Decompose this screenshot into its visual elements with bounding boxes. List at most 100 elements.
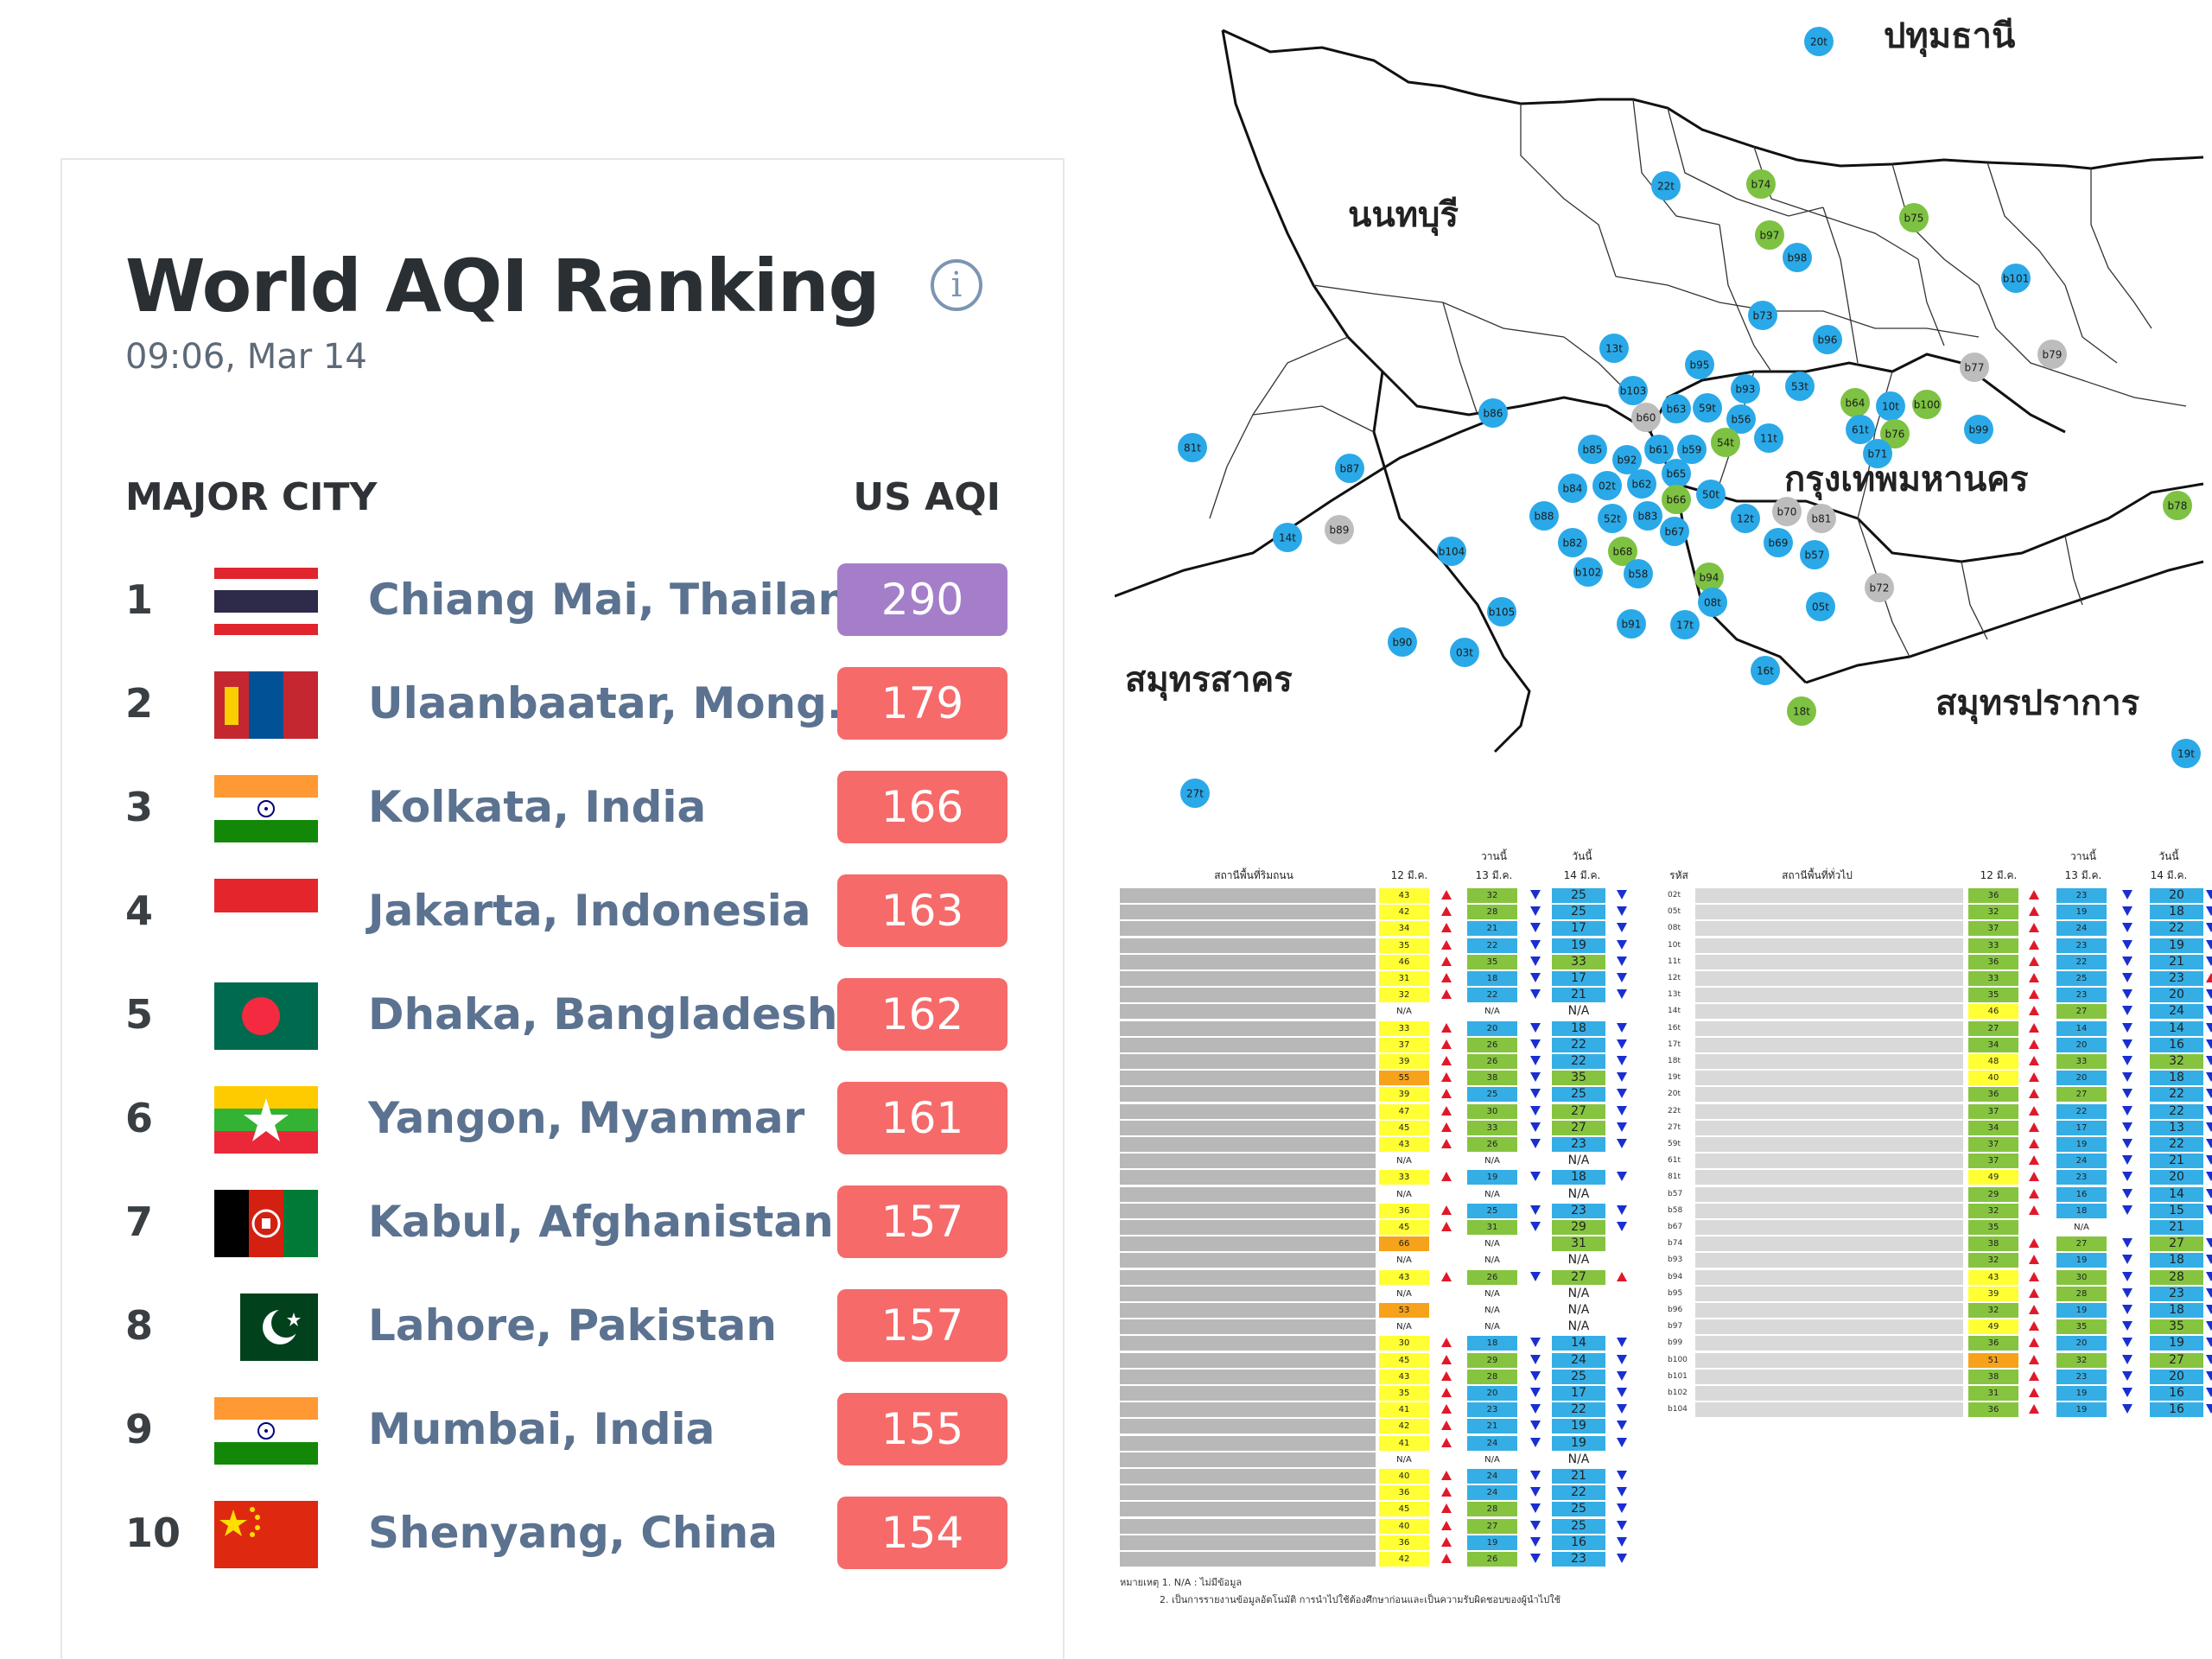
station-marker-b79[interactable]: b79 bbox=[2037, 340, 2067, 369]
city-name[interactable]: Mumbai, India bbox=[368, 1404, 715, 1454]
station-marker-02t[interactable]: 02t bbox=[1592, 471, 1622, 500]
station-marker-b101[interactable]: b101 bbox=[2001, 264, 2031, 293]
station-marker-13t[interactable]: 13t bbox=[1599, 334, 1629, 363]
station-marker-b95[interactable]: b95 bbox=[1685, 350, 1714, 379]
station-marker-54t[interactable]: 54t bbox=[1711, 428, 1740, 457]
arrow-down-icon bbox=[1530, 939, 1541, 950]
station-marker-81t[interactable]: 81t bbox=[1178, 433, 1207, 462]
station-marker-b76[interactable]: b76 bbox=[1880, 419, 1910, 448]
station-marker-03t[interactable]: 03t bbox=[1450, 638, 1479, 667]
station-marker-52t[interactable]: 52t bbox=[1598, 504, 1627, 533]
city-name[interactable]: Jakarta, Indonesia bbox=[368, 886, 811, 936]
ranking-row[interactable]: 3 Kolkata, India 166 bbox=[62, 765, 1066, 851]
station-marker-b103[interactable]: b103 bbox=[1618, 376, 1648, 405]
svg-text:54t: 54t bbox=[1717, 437, 1734, 449]
station-marker-b88[interactable]: b88 bbox=[1529, 501, 1559, 531]
station-marker-b59[interactable]: b59 bbox=[1677, 435, 1707, 464]
station-name-cell bbox=[1120, 1203, 1376, 1218]
station-marker-14t[interactable]: 14t bbox=[1273, 523, 1302, 552]
station-marker-b60[interactable]: b60 bbox=[1631, 403, 1661, 432]
station-marker-b86[interactable]: b86 bbox=[1478, 398, 1508, 428]
station-marker-b56[interactable]: b56 bbox=[1726, 404, 1756, 434]
station-marker-b83[interactable]: b83 bbox=[1633, 501, 1662, 531]
station-marker-b66[interactable]: b66 bbox=[1662, 485, 1691, 514]
info-icon[interactable]: i bbox=[931, 259, 982, 311]
city-name[interactable]: Shenyang, China bbox=[368, 1508, 778, 1558]
ranking-row[interactable]: 9 Mumbai, India 155 bbox=[62, 1387, 1066, 1473]
table-row: 59t 37 19 22 bbox=[1666, 1137, 2212, 1154]
station-marker-b99[interactable]: b99 bbox=[1964, 415, 1993, 444]
station-marker-b92[interactable]: b92 bbox=[1612, 445, 1642, 474]
station-marker-b62[interactable]: b62 bbox=[1627, 469, 1656, 499]
station-marker-b81[interactable]: b81 bbox=[1807, 504, 1836, 533]
ranking-row[interactable]: 4 Jakarta, Indonesia 163 bbox=[62, 868, 1066, 955]
ranking-row[interactable]: 10 Shenyang, China 154 bbox=[62, 1491, 1066, 1577]
station-marker-18t[interactable]: 18t bbox=[1787, 696, 1816, 726]
svg-text:b86: b86 bbox=[1484, 408, 1503, 420]
station-marker-b98[interactable]: b98 bbox=[1783, 243, 1812, 272]
station-marker-b57[interactable]: b57 bbox=[1800, 540, 1829, 569]
station-marker-b78[interactable]: b78 bbox=[2163, 491, 2192, 520]
station-marker-22t[interactable]: 22t bbox=[1651, 171, 1681, 200]
city-name[interactable]: Yangon, Myanmar bbox=[368, 1093, 805, 1143]
city-name[interactable]: Kabul, Afghanistan bbox=[368, 1197, 834, 1247]
station-marker-b72[interactable]: b72 bbox=[1865, 573, 1894, 602]
station-marker-b74[interactable]: b74 bbox=[1746, 169, 1776, 199]
station-marker-b82[interactable]: b82 bbox=[1558, 528, 1587, 557]
station-marker-b102[interactable]: b102 bbox=[1573, 557, 1603, 587]
ranking-row[interactable]: 1 Chiang Mai, Thailand 290 bbox=[62, 557, 1066, 644]
station-marker-08t[interactable]: 08t bbox=[1698, 588, 1727, 617]
ranking-row[interactable]: 8 Lahore, Pakistan 157 bbox=[62, 1283, 1066, 1370]
station-marker-b67[interactable]: b67 bbox=[1660, 517, 1689, 546]
station-marker-b84[interactable]: b84 bbox=[1558, 474, 1587, 503]
station-marker-b63[interactable]: b63 bbox=[1662, 394, 1691, 423]
station-marker-b64[interactable]: b64 bbox=[1840, 388, 1870, 417]
station-marker-50t[interactable]: 50t bbox=[1696, 480, 1726, 509]
station-marker-11t[interactable]: 11t bbox=[1754, 423, 1783, 453]
station-marker-b97[interactable]: b97 bbox=[1755, 220, 1784, 250]
station-marker-b85[interactable]: b85 bbox=[1578, 435, 1607, 464]
station-marker-59t[interactable]: 59t bbox=[1693, 393, 1722, 423]
city-name[interactable]: Dhaka, Bangladesh bbox=[368, 989, 838, 1039]
city-name[interactable]: Ulaanbaatar, Mong... bbox=[368, 678, 876, 728]
station-marker-b104[interactable]: b104 bbox=[1437, 537, 1466, 566]
station-marker-b65[interactable]: b65 bbox=[1662, 459, 1691, 488]
station-marker-b77[interactable]: b77 bbox=[1960, 353, 1989, 382]
station-marker-b58[interactable]: b58 bbox=[1624, 559, 1653, 588]
ranking-row[interactable]: 7 Kabul, Afghanistan 157 bbox=[62, 1179, 1066, 1266]
station-marker-b90[interactable]: b90 bbox=[1388, 627, 1417, 657]
station-marker-b69[interactable]: b69 bbox=[1764, 528, 1793, 557]
city-name[interactable]: Lahore, Pakistan bbox=[368, 1300, 777, 1351]
station-marker-b91[interactable]: b91 bbox=[1617, 609, 1646, 639]
city-name[interactable]: Chiang Mai, Thailand bbox=[368, 575, 880, 625]
station-marker-b94[interactable]: b94 bbox=[1694, 563, 1724, 592]
station-marker-b61[interactable]: b61 bbox=[1644, 435, 1674, 464]
station-marker-b70[interactable]: b70 bbox=[1772, 497, 1802, 526]
station-marker-b71[interactable]: b71 bbox=[1863, 439, 1892, 468]
station-marker-17t[interactable]: 17t bbox=[1670, 610, 1700, 639]
station-marker-16t[interactable]: 16t bbox=[1751, 656, 1780, 685]
station-marker-12t[interactable]: 12t bbox=[1731, 504, 1760, 533]
station-code: 59t bbox=[1668, 1140, 1681, 1148]
station-marker-b89[interactable]: b89 bbox=[1325, 515, 1354, 544]
ranking-row[interactable]: 5 Dhaka, Bangladesh 162 bbox=[62, 972, 1066, 1058]
station-marker-53t[interactable]: 53t bbox=[1785, 372, 1815, 401]
station-marker-61t[interactable]: 61t bbox=[1846, 415, 1875, 444]
ranking-row[interactable]: 6 Yangon, Myanmar 161 bbox=[62, 1076, 1066, 1162]
station-marker-b68[interactable]: b68 bbox=[1608, 537, 1637, 566]
station-marker-19t[interactable]: 19t bbox=[2171, 739, 2201, 768]
station-marker-b73[interactable]: b73 bbox=[1748, 301, 1777, 330]
ranking-row[interactable]: 2 Ulaanbaatar, Mong... 179 bbox=[62, 661, 1066, 747]
station-marker-20t[interactable]: 20t bbox=[1804, 27, 1834, 56]
rank-number: 2 bbox=[125, 680, 154, 727]
station-marker-b100[interactable]: b100 bbox=[1912, 390, 1942, 419]
city-name[interactable]: Kolkata, India bbox=[368, 782, 707, 832]
station-marker-b93[interactable]: b93 bbox=[1731, 374, 1760, 404]
station-marker-10t[interactable]: 10t bbox=[1876, 391, 1905, 421]
station-marker-27t[interactable]: 27t bbox=[1180, 779, 1210, 808]
station-marker-05t[interactable]: 05t bbox=[1806, 592, 1835, 621]
station-marker-b96[interactable]: b96 bbox=[1813, 325, 1842, 354]
station-marker-b87[interactable]: b87 bbox=[1335, 454, 1364, 483]
station-marker-b75[interactable]: b75 bbox=[1899, 203, 1929, 232]
station-marker-b105[interactable]: b105 bbox=[1487, 597, 1516, 626]
